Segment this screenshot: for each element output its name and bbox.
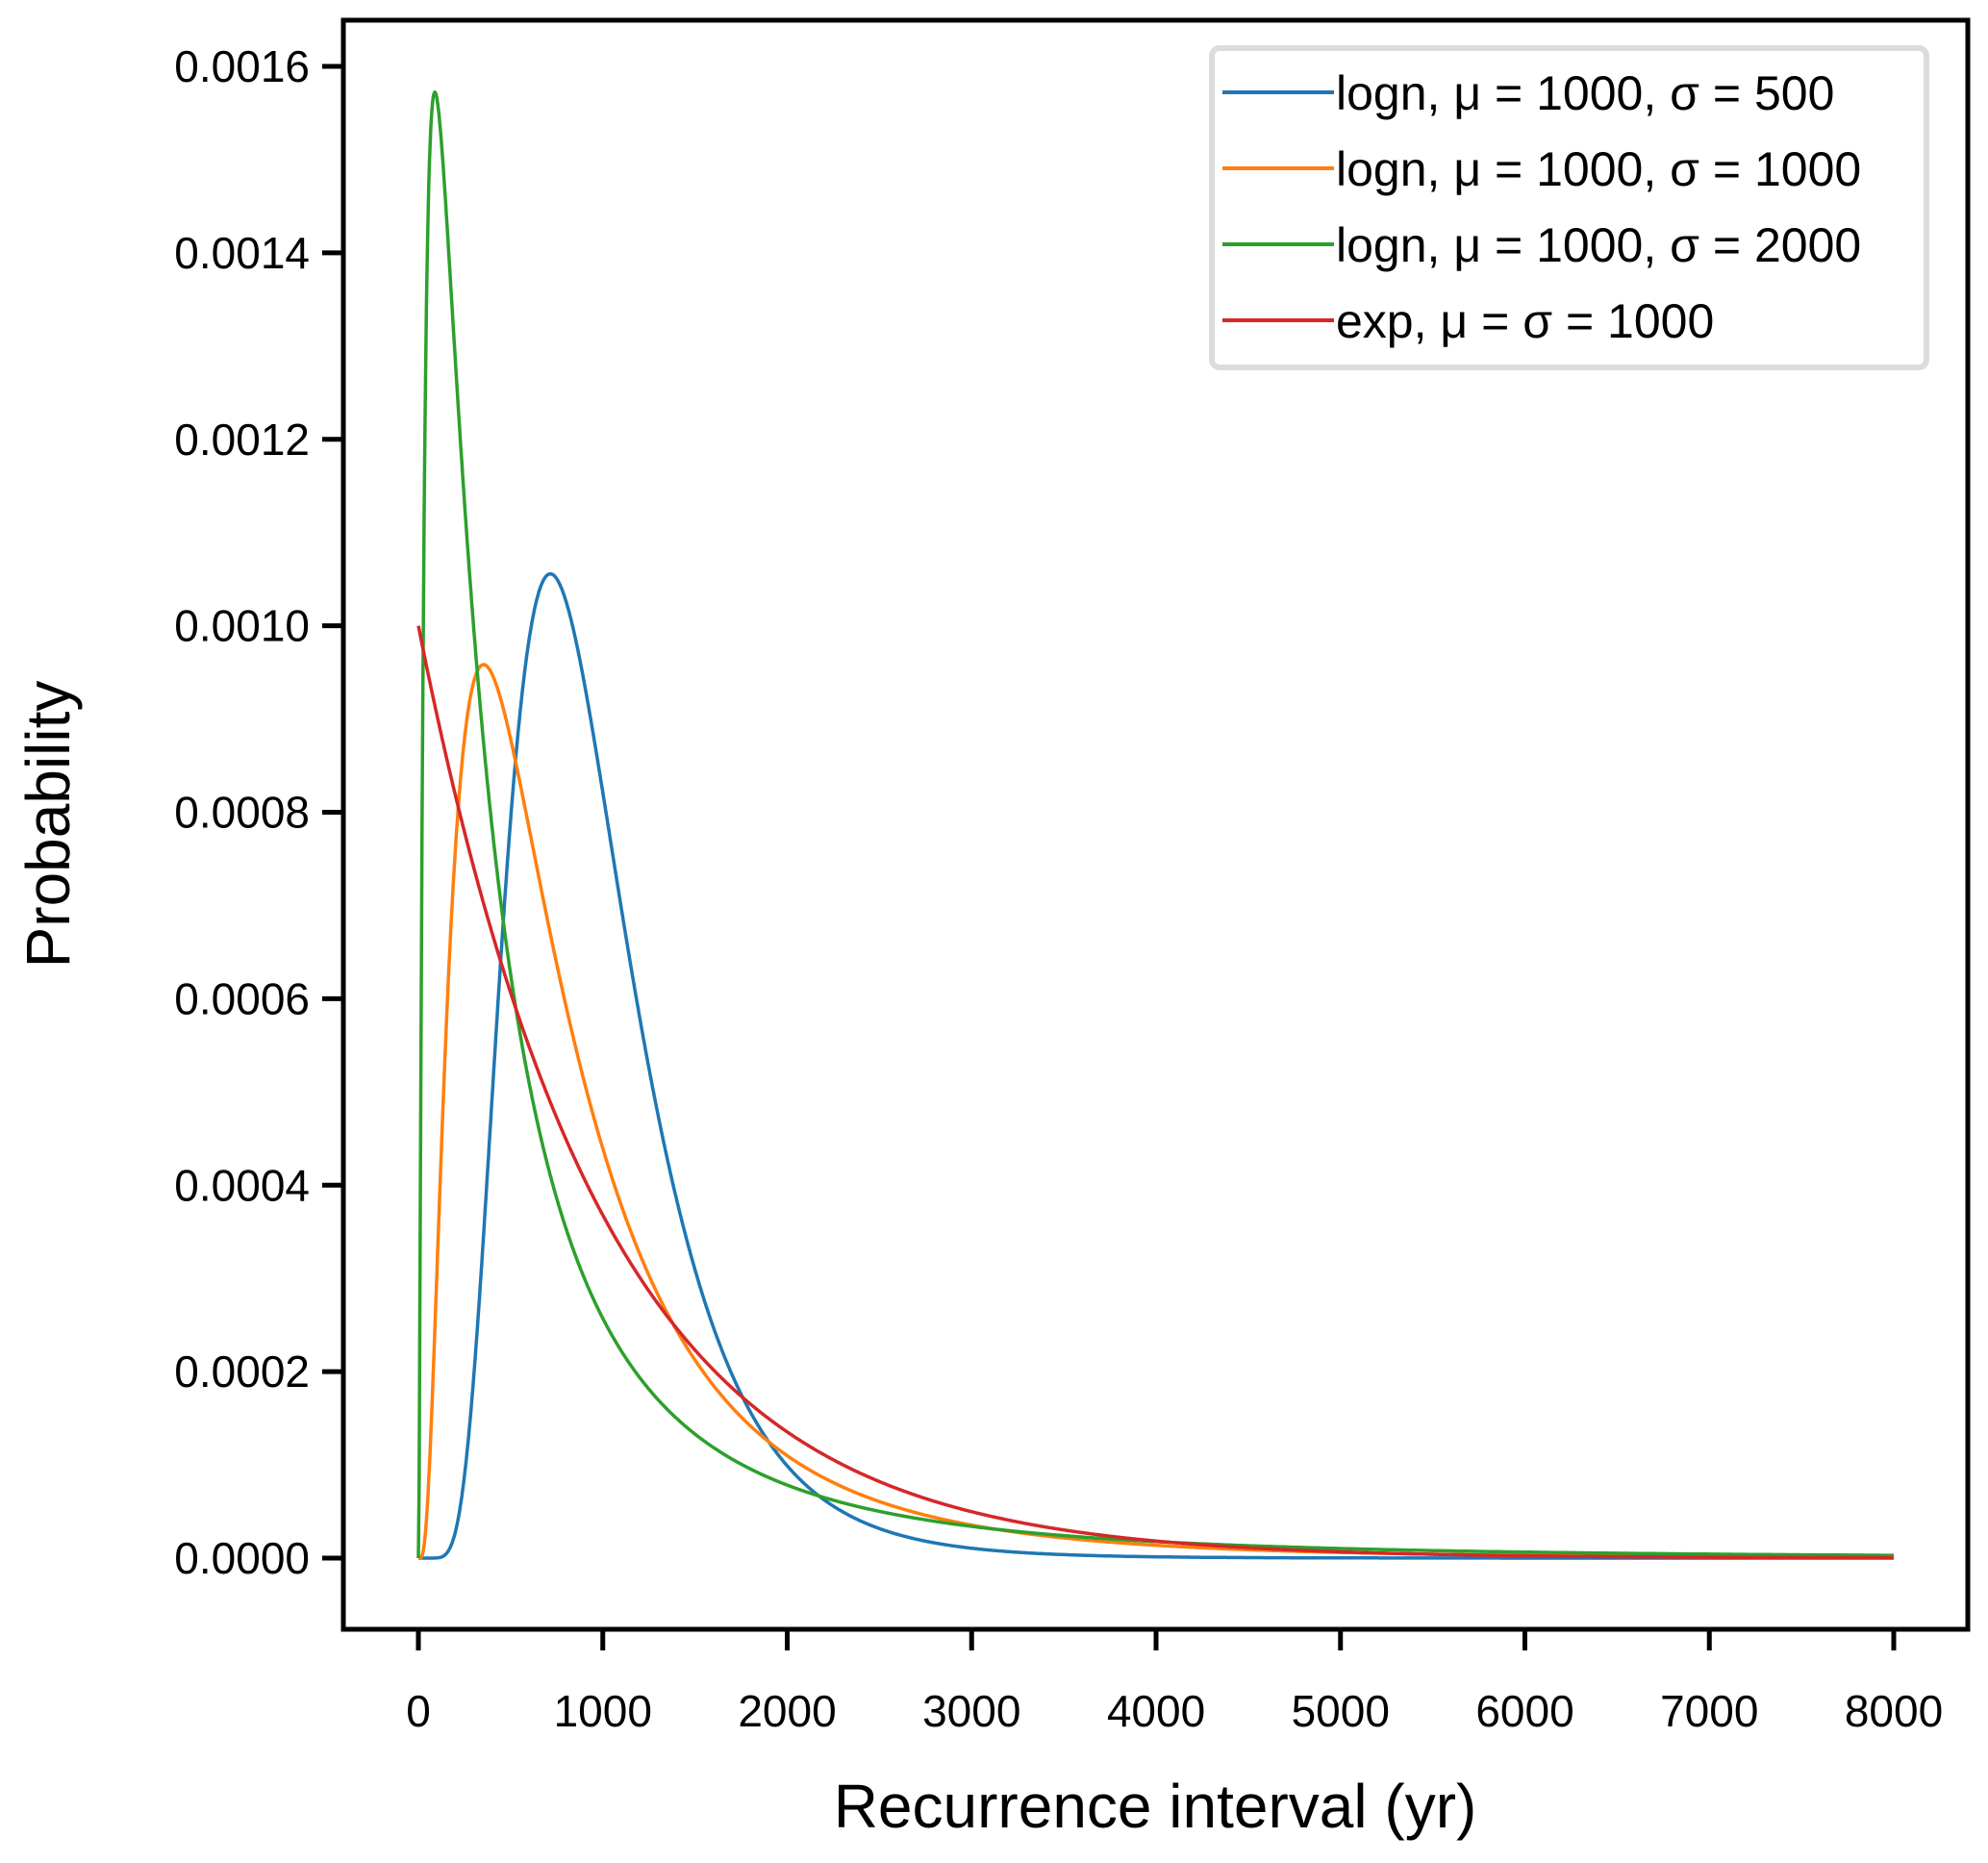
series-line-0 <box>418 571 1894 1560</box>
x-axis-label: Recurrence interval (yr) <box>834 1772 1477 1841</box>
y-tick-label: 0.0006 <box>174 973 310 1023</box>
plot-frame <box>340 17 1971 1632</box>
series-line-3 <box>416 625 1894 1560</box>
y-tick-label: 0.0014 <box>174 228 310 278</box>
y-tick-label: 0.0000 <box>174 1533 310 1583</box>
legend-label: logn, μ = 1000, σ = 500 <box>1336 66 1834 120</box>
legend-label: logn, μ = 1000, σ = 1000 <box>1336 142 1861 196</box>
legend-box <box>1209 45 1929 370</box>
x-tick-label: 6000 <box>1475 1686 1573 1736</box>
y-tick-label: 0.0004 <box>174 1160 310 1210</box>
x-tick-label: 4000 <box>1107 1686 1205 1736</box>
x-tick-label: 5000 <box>1292 1686 1390 1736</box>
x-tick-label: 7000 <box>1660 1686 1758 1736</box>
x-axis: 0 1000 2000 3000 4000 5000 6000 7000 8000 <box>406 1631 1943 1736</box>
y-tick-label: 0.0008 <box>174 788 310 838</box>
y-tick-label: 0.0016 <box>174 41 310 91</box>
x-tick-label: 0 <box>406 1686 431 1736</box>
x-tick-label: 3000 <box>922 1686 1020 1736</box>
y-tick-label: 0.0010 <box>174 601 310 651</box>
legend-label: exp, μ = σ = 1000 <box>1336 294 1714 348</box>
x-tick-label: 8000 <box>1845 1686 1943 1736</box>
x-tick-label: 2000 <box>738 1686 836 1736</box>
series-line-1 <box>418 663 1894 1560</box>
y-tick-label: 0.0012 <box>174 415 310 465</box>
y-axis: 0.0000 0.0002 0.0004 0.0006 0.0008 0.0010 0.00… <box>174 41 341 1583</box>
legend-label: logn, μ = 1000, σ = 2000 <box>1336 218 1861 272</box>
y-axis-label: Probability <box>13 681 83 969</box>
series-lines <box>416 89 1894 1560</box>
y-tick-label: 0.0002 <box>174 1347 310 1397</box>
legend: logn, μ = 1000, σ = 500 logn, μ = 1000, σ… <box>1209 45 1929 370</box>
x-tick-label: 1000 <box>554 1686 652 1736</box>
